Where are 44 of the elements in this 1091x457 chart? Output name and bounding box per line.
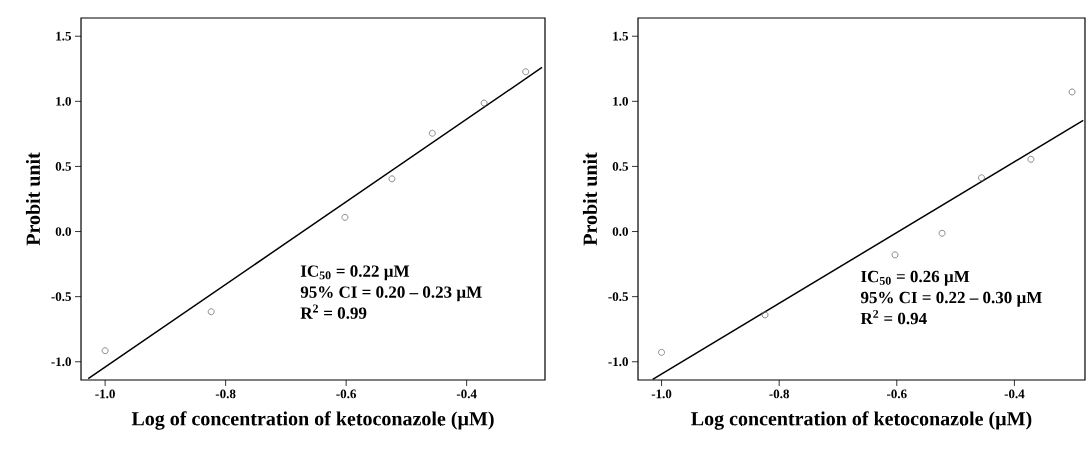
y-axis-title: Probit unit bbox=[582, 152, 598, 246]
y-tick-label: -1.0 bbox=[51, 357, 71, 367]
point bbox=[480, 99, 488, 107]
x-tick-label: -0.4 bbox=[1004, 389, 1025, 399]
annotation: IC$_{50}$ = 0.26 µM bbox=[861, 270, 970, 286]
annotation: R$^{2}$ = 0.94 bbox=[860, 309, 927, 325]
annotation: R$^{2}$ = 0.99 bbox=[300, 304, 367, 319]
annotation: IC$_{50}$ = 0.22 µM bbox=[300, 265, 410, 281]
point bbox=[207, 308, 215, 316]
point bbox=[978, 174, 985, 182]
point bbox=[101, 347, 109, 355]
point bbox=[341, 213, 349, 221]
y-tick-label: -0.5 bbox=[51, 292, 72, 302]
y-tick-label: 0.5 bbox=[55, 162, 72, 171]
y-tick-label: 0.0 bbox=[612, 227, 628, 236]
x-tick-label: -0.4 bbox=[456, 389, 477, 399]
y-tick-label: 0.0 bbox=[55, 227, 71, 236]
y-tick-label: -1.0 bbox=[608, 357, 628, 367]
y-tick-label: 1.0 bbox=[56, 96, 71, 106]
x-tick-label: -0.6 bbox=[336, 389, 357, 399]
x-tick-label: -1.0 bbox=[651, 389, 672, 399]
x-axis-title: Log of concentration of ketoconazole (µM) bbox=[131, 411, 494, 430]
point bbox=[1068, 88, 1076, 96]
point bbox=[938, 229, 946, 237]
x-tick-label: -0.8 bbox=[215, 389, 236, 399]
x-axis-title: Log concentration of ketoconazole (µM) bbox=[691, 411, 1032, 430]
x-tick-label: -1.0 bbox=[95, 389, 115, 399]
x-tick-label: -0.6 bbox=[886, 389, 907, 399]
point bbox=[658, 348, 665, 356]
y-tick-label: -0.5 bbox=[608, 292, 628, 302]
y-tick-label: 0.5 bbox=[612, 162, 628, 171]
annotation: 95% CI = 0.20 – 0.23 µM bbox=[300, 286, 482, 302]
point bbox=[891, 251, 899, 259]
point bbox=[522, 68, 530, 76]
y-axis-title: Probit unit bbox=[25, 152, 41, 246]
point bbox=[761, 311, 769, 319]
point bbox=[388, 175, 396, 183]
point bbox=[428, 129, 436, 137]
annotation: 95% CI = 0.22 – 0.30 µM bbox=[860, 291, 1042, 307]
y-tick-label: 1.5 bbox=[56, 31, 72, 41]
y-tick-label: 1.5 bbox=[613, 31, 628, 41]
y-tick-label: 1.0 bbox=[613, 96, 628, 106]
x-tick-label: -0.8 bbox=[769, 389, 790, 399]
point bbox=[1027, 155, 1035, 163]
